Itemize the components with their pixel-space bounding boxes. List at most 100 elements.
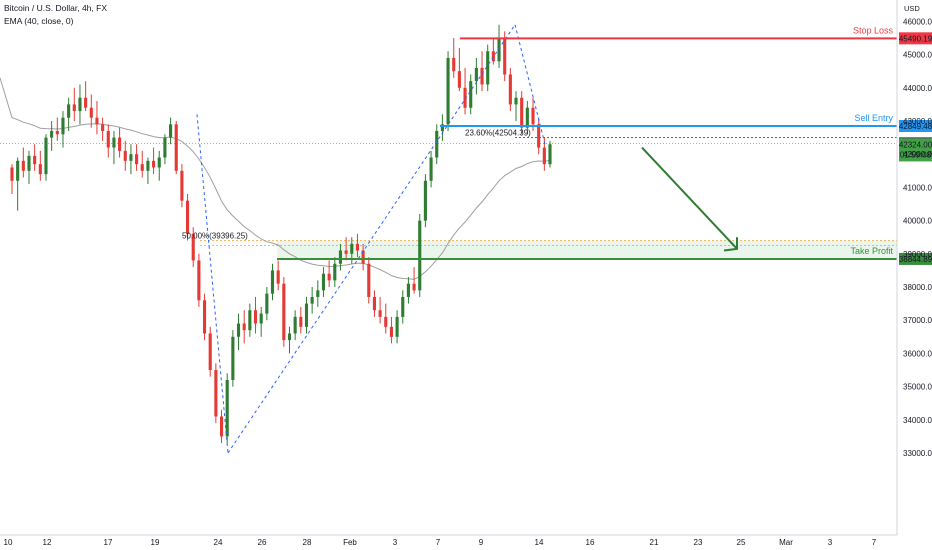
candle-body [418, 220, 422, 291]
candle-body [463, 87, 467, 108]
time-tick-label: 14 [535, 538, 544, 547]
candle-body [129, 154, 133, 161]
stop-loss-label: Stop Loss [853, 25, 894, 35]
time-tick-label: Feb [343, 538, 357, 547]
candle [514, 91, 518, 121]
candle [293, 310, 297, 341]
candle [10, 164, 14, 195]
candle-body [225, 379, 229, 437]
time-tick-label: 7 [872, 538, 877, 547]
candle [321, 267, 326, 297]
price-tick-label: 33000.00 [903, 449, 932, 458]
take-profit-zone [277, 240, 897, 259]
candle-body [21, 160, 25, 171]
time-tick-label: 19 [151, 538, 160, 547]
candle [486, 44, 490, 92]
candle-body [135, 154, 139, 165]
candle [157, 150, 161, 181]
candle [129, 144, 133, 175]
candle [282, 277, 286, 347]
candle [123, 140, 127, 171]
candle-body [344, 250, 348, 254]
candle [140, 150, 144, 178]
take-profit-price-text: 38844.89 [899, 255, 932, 264]
candle [197, 253, 201, 307]
candle-body [259, 313, 263, 324]
indicator-legend: EMA (40, close, 0) [4, 16, 74, 26]
candle-body [265, 293, 269, 314]
price-tick-label: 46000.00 [903, 17, 932, 26]
candle [287, 326, 292, 354]
candle-body [16, 160, 20, 181]
candle-body [367, 263, 371, 297]
candle [316, 280, 320, 307]
price-tick-label: 34000.00 [903, 416, 932, 425]
candle-body [457, 71, 461, 88]
candle-body [531, 107, 535, 125]
zone-layer [0, 136, 897, 259]
candle-body [44, 137, 48, 175]
candle-body [89, 107, 93, 118]
candle-body [169, 124, 173, 138]
candle-body [497, 38, 501, 62]
candle [440, 114, 444, 141]
candle [452, 38, 456, 78]
candle-body [152, 160, 156, 168]
candle [78, 84, 82, 125]
candle-body [548, 144, 552, 165]
candle-body [486, 51, 490, 85]
candle-body [140, 164, 144, 171]
candle-body [474, 67, 478, 82]
candle-body [33, 155, 37, 165]
price-tick-label: 35000.00 [903, 383, 932, 392]
candle-body [452, 57, 456, 72]
candle-body [361, 250, 365, 264]
candle-body [310, 296, 314, 304]
candle [67, 97, 71, 131]
candle-body [197, 260, 201, 301]
candle [327, 260, 331, 287]
candle [38, 150, 42, 181]
candle [112, 130, 116, 165]
candle [61, 111, 65, 148]
candle [367, 257, 371, 304]
candle-body [372, 296, 376, 311]
candle [248, 303, 252, 337]
candle [152, 147, 156, 175]
candle-body [157, 157, 161, 168]
candle [84, 81, 88, 112]
candle [169, 117, 173, 145]
candle-body [163, 137, 167, 158]
candle-body [491, 51, 495, 62]
candle-body [350, 243, 354, 254]
candle [214, 363, 218, 424]
candle [480, 51, 484, 92]
candle [231, 330, 235, 387]
candle [525, 101, 529, 135]
candle-body [55, 130, 59, 135]
candle [72, 87, 76, 121]
time-tick-label: 16 [586, 538, 595, 547]
candle-body [423, 180, 427, 221]
candle [50, 121, 54, 151]
candle [384, 303, 388, 334]
price-tick-label: 42000.00 [903, 150, 932, 159]
candle [270, 263, 275, 301]
candle [225, 373, 229, 444]
candle [163, 134, 167, 165]
candles-layer [10, 24, 552, 444]
candle [259, 306, 263, 337]
candle [338, 243, 343, 271]
candle [253, 296, 258, 334]
candle [21, 147, 25, 178]
sell-entry-label: Sell Entry [854, 113, 893, 123]
candle [304, 296, 309, 334]
candle [497, 24, 501, 68]
candle [146, 157, 150, 185]
candle-body [276, 270, 280, 284]
candle [236, 313, 241, 351]
candle-body [253, 310, 258, 324]
candle-body [270, 270, 275, 294]
time-tick-label: 24 [214, 538, 223, 547]
